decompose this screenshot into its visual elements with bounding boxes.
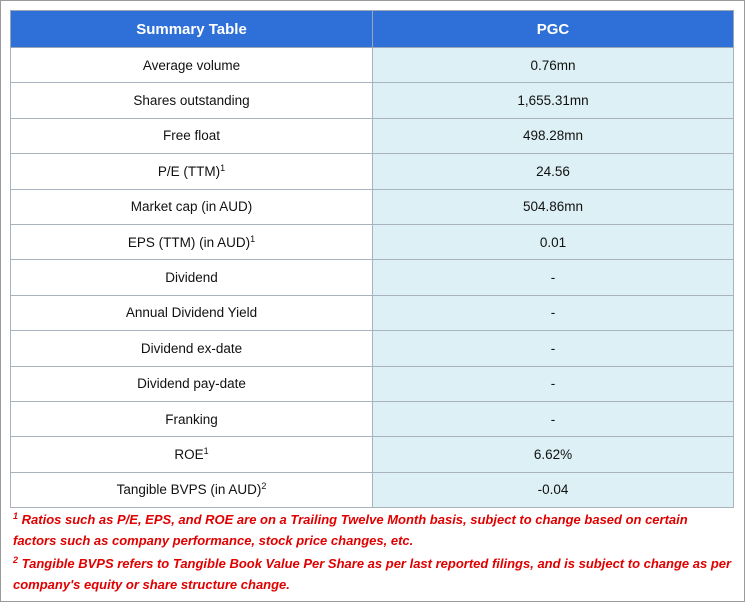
header-cell: PGC xyxy=(372,10,734,48)
value-cell: 498.28mn xyxy=(372,117,734,155)
row-label: Annual Dividend Yield xyxy=(125,305,258,321)
value-cell: -0.04 xyxy=(372,471,734,509)
value-cell: 6.62% xyxy=(372,436,734,473)
footnote-ref: 2 xyxy=(261,481,267,492)
table-row: Tangible BVPS (in AUD)2 -0.04 xyxy=(10,471,734,509)
row-value: - xyxy=(550,340,556,356)
table-row: EPS (TTM) (in AUD)1 0.01 xyxy=(10,223,734,261)
value-cell: - xyxy=(372,365,734,402)
label-cell: Shares outstanding xyxy=(10,82,373,119)
row-label: Free float xyxy=(162,128,221,144)
footnote-text: Ratios such as P/E, EPS, and ROE are on … xyxy=(13,512,688,548)
header-row: Summary Table PGC xyxy=(10,10,734,48)
row-label: Tangible BVPS (in AUD) xyxy=(116,482,262,498)
value-cell: - xyxy=(372,259,734,296)
row-label: P/E (TTM) xyxy=(157,163,221,179)
label-cell: Free float xyxy=(10,117,373,155)
value-cell: 1,655.31mn xyxy=(372,82,734,119)
label-cell: Average volume xyxy=(10,46,373,84)
row-label: Dividend ex-date xyxy=(140,340,243,356)
footnotes: 1 Ratios such as P/E, EPS, and ROE are o… xyxy=(13,509,733,597)
footnote: 1 Ratios such as P/E, EPS, and ROE are o… xyxy=(13,509,733,551)
footnote: 2 Tangible BVPS refers to Tangible Book … xyxy=(13,553,733,595)
value-cell: - xyxy=(372,330,734,367)
footnote-ref: 1 xyxy=(203,445,209,456)
header-cell: Summary Table xyxy=(10,10,373,48)
footnote-mark: 2 xyxy=(13,555,19,565)
row-label: Dividend pay-date xyxy=(137,376,246,392)
row-value: - xyxy=(550,270,556,286)
row-label: EPS (TTM) (in AUD) xyxy=(127,234,251,250)
row-label: Average volume xyxy=(142,57,241,73)
label-cell: Dividend pay-date xyxy=(10,365,373,402)
table-row: Market cap (in AUD) 504.86mn xyxy=(10,188,734,225)
table-row: Dividend - xyxy=(10,259,734,296)
value-cell: 24.56 xyxy=(372,153,734,190)
table-row: Franking - xyxy=(10,400,734,438)
footnote-ref: 1 xyxy=(220,162,226,173)
row-value: 504.86mn xyxy=(522,199,584,215)
row-label: Market cap (in AUD) xyxy=(130,199,253,215)
row-value: 6.62% xyxy=(533,446,573,462)
table-row: Dividend ex-date - xyxy=(10,330,734,367)
row-value: -0.04 xyxy=(537,482,569,498)
label-cell: Dividend ex-date xyxy=(10,330,373,367)
row-label: Dividend xyxy=(165,270,218,286)
value-cell: - xyxy=(372,294,734,332)
row-value: 24.56 xyxy=(536,163,570,179)
table-row: Annual Dividend Yield - xyxy=(10,294,734,332)
table-row: Free float 498.28mn xyxy=(10,117,734,155)
row-value: 0.01 xyxy=(539,234,567,250)
table-row: Shares outstanding 1,655.31mn xyxy=(10,82,734,119)
row-value: 0.76mn xyxy=(530,57,576,73)
label-cell: EPS (TTM) (in AUD)1 xyxy=(10,223,373,261)
row-value: - xyxy=(550,376,556,392)
row-value: - xyxy=(550,411,556,427)
row-value: 498.28mn xyxy=(522,128,584,144)
table-row: Dividend pay-date - xyxy=(10,365,734,402)
label-cell: Annual Dividend Yield xyxy=(10,294,373,332)
table-body: Average volume 0.76mn Shares outstanding 1,… xyxy=(10,46,734,509)
value-cell: 0.01 xyxy=(372,223,734,261)
footnote-mark: 1 xyxy=(13,511,19,521)
value-cell: 504.86mn xyxy=(372,188,734,225)
label-cell: Dividend xyxy=(10,259,373,296)
value-cell: - xyxy=(372,400,734,438)
table-row: ROE1 6.62% xyxy=(10,436,734,473)
label-cell: Franking xyxy=(10,400,373,438)
table-row: P/E (TTM)1 24.56 xyxy=(10,153,734,190)
label-cell: ROE1 xyxy=(10,436,373,473)
row-value: - xyxy=(550,305,556,321)
footnote-text: Tangible BVPS refers to Tangible Book Va… xyxy=(13,556,732,592)
table-row: Average volume 0.76mn xyxy=(10,46,734,84)
footnote-ref: 1 xyxy=(250,233,256,244)
label-cell: Market cap (in AUD) xyxy=(10,188,373,225)
row-label: ROE xyxy=(174,446,204,462)
row-label: Shares outstanding xyxy=(133,93,250,109)
value-cell: 0.76mn xyxy=(372,46,734,84)
table-head: Summary Table PGC xyxy=(10,10,734,48)
row-value: 1,655.31mn xyxy=(517,93,589,109)
row-label: Franking xyxy=(165,411,218,427)
label-cell: Tangible BVPS (in AUD)2 xyxy=(10,471,373,509)
label-cell: P/E (TTM)1 xyxy=(10,153,373,190)
summary-table: Summary Table PGC Average volume 0.76mn Sh… xyxy=(10,10,734,509)
